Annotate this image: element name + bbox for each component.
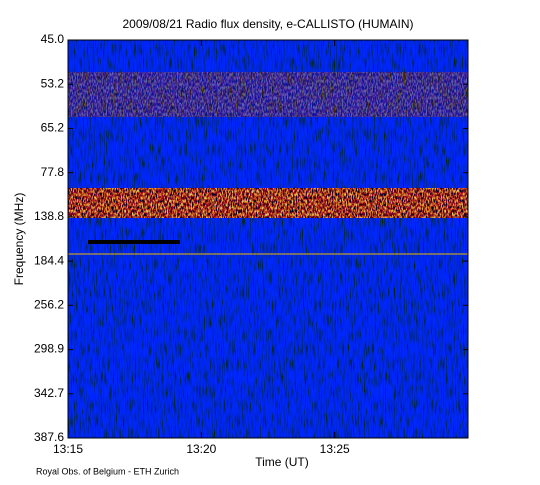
x-tick-label: 13:20 <box>186 442 216 456</box>
band <box>68 188 468 218</box>
band <box>68 253 468 255</box>
y-tick-label: 138.8 <box>34 209 64 223</box>
band <box>68 72 468 117</box>
footer: Royal Obs. of Belgium - ETH Zurich <box>36 466 179 476</box>
x-axis-label: Time (UT) <box>255 455 309 469</box>
y-tick-label: 45.0 <box>41 32 65 46</box>
x-tick-label: 13:25 <box>320 442 350 456</box>
x-tick-label: 13:15 <box>53 442 83 456</box>
y-tick-label: 298.9 <box>34 342 64 356</box>
spectrogram-image <box>68 40 468 438</box>
y-tick-label: 184.4 <box>34 253 64 267</box>
y-tick-label: 77.8 <box>41 165 65 179</box>
chart-title: 2009/08/21 Radio flux density, e-CALLIST… <box>122 17 413 31</box>
y-tick-label: 387.6 <box>34 430 64 444</box>
y-tick-label: 256.2 <box>34 298 64 312</box>
y-tick-label: 65.2 <box>41 121 65 135</box>
y-tick-label: 342.7 <box>34 386 64 400</box>
y-tick-label: 53.2 <box>41 76 65 90</box>
y-axis-label: Frequency (MHz) <box>12 193 26 286</box>
band <box>88 240 180 244</box>
plot-frame <box>67 39 469 439</box>
